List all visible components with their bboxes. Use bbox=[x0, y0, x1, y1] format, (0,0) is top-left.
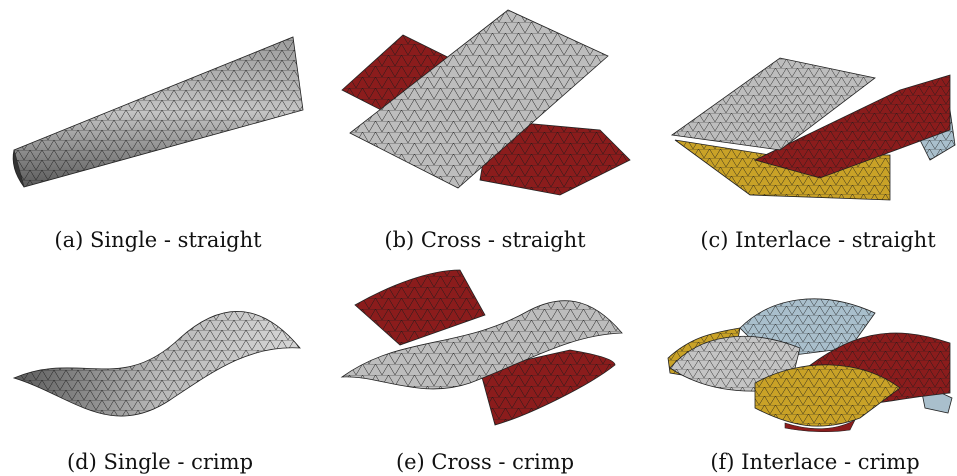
cross-straight-fiber-mesh bbox=[341, 9, 631, 196]
cross-crimp-fiber-mesh bbox=[340, 269, 623, 426]
caption-f: (f) Interlace - crimp bbox=[710, 450, 920, 474]
panel-d bbox=[0, 290, 320, 430]
panel-b bbox=[330, 0, 631, 205]
caption-d: (d) Single - crimp bbox=[66, 450, 254, 474]
single-straight-fiber-mesh bbox=[12, 36, 304, 188]
caption-b: (b) Cross - straight bbox=[384, 228, 586, 252]
caption-a: (a) Single - straight bbox=[54, 228, 262, 252]
panel-c bbox=[660, 50, 957, 210]
single-crimp-fiber-mesh bbox=[12, 311, 301, 417]
interlace-straight-fiber-mesh bbox=[670, 57, 956, 201]
panel-f bbox=[660, 288, 957, 433]
caption-c: (c) Interlace - straight bbox=[700, 228, 936, 252]
caption-e: (e) Cross - crimp bbox=[395, 450, 575, 474]
panel-e bbox=[330, 265, 630, 430]
panel-a bbox=[0, 0, 320, 200]
interlace-crimp-fiber-mesh bbox=[667, 298, 953, 433]
